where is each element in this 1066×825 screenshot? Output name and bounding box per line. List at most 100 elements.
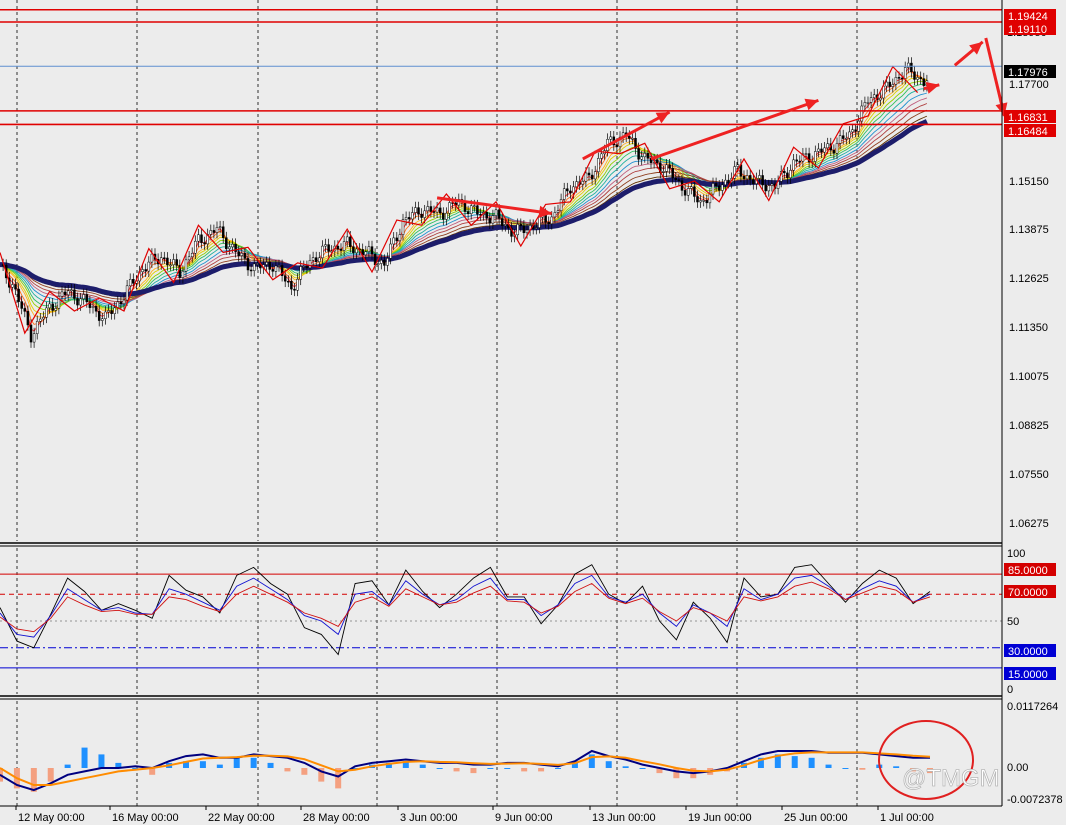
candle-body	[414, 207, 417, 213]
candle-body	[593, 171, 597, 180]
candle-body	[39, 318, 42, 322]
candle-body	[826, 143, 829, 149]
current-price-tag: 1.17976	[1008, 67, 1048, 79]
highlight-circle	[878, 720, 974, 800]
price-tag-1.16831: 1.16831	[1008, 112, 1048, 124]
candle-body	[119, 301, 123, 305]
candle-body	[919, 77, 922, 79]
candle-body	[801, 153, 805, 162]
candle-body	[401, 219, 405, 235]
candle-body	[885, 81, 888, 87]
candle-body	[494, 209, 498, 216]
candle-body	[677, 179, 681, 181]
candle-body	[674, 177, 678, 180]
candle-body	[550, 216, 554, 225]
slow-ma-line	[0, 119, 928, 298]
candle-body	[209, 230, 213, 235]
macd-bar-19	[318, 768, 325, 782]
macd-bar-15	[250, 757, 257, 768]
macd-bar-54	[910, 768, 917, 772]
candle-body	[169, 264, 172, 267]
candle-body	[299, 266, 302, 280]
macd-bar-25	[419, 764, 426, 768]
candle-body	[265, 262, 268, 265]
macd-bar-53	[893, 766, 900, 768]
candle-body	[814, 151, 817, 162]
price-tag-1.19110-bg	[1004, 22, 1056, 35]
level-tag-15: 15.0000	[1008, 669, 1048, 681]
candle-body	[237, 251, 240, 256]
candle-body	[708, 193, 712, 204]
osc-line-2	[0, 581, 931, 633]
date-label-3: 28 May 00:00	[303, 812, 370, 824]
candle-body	[212, 230, 216, 233]
level-tag-15-bg	[1004, 667, 1056, 680]
osc-tick-50: 50	[1007, 616, 1019, 628]
candle-body	[497, 209, 501, 219]
candle-body	[863, 102, 867, 107]
candle-body	[916, 77, 919, 80]
candle-body	[107, 310, 110, 313]
macd-bar-13	[216, 764, 223, 768]
date-label-8: 25 Jun 00:00	[784, 812, 848, 824]
macd-lines	[0, 749, 931, 792]
macd-line-1	[0, 751, 931, 786]
candle-body	[147, 261, 151, 272]
candle-body	[835, 143, 839, 154]
candle-body	[891, 84, 895, 87]
date-label-7: 19 Jun 00:00	[688, 812, 752, 824]
date-label-0: 12 May 00:00	[18, 812, 85, 824]
candle-body	[894, 77, 898, 85]
candle-body	[553, 212, 557, 218]
candle-body	[690, 186, 693, 189]
macd-bar-39	[656, 768, 663, 774]
price-tick-1.17700: 1.17700	[1009, 79, 1049, 91]
candle-body	[150, 253, 154, 263]
macd-bar-50	[842, 768, 849, 769]
current-price-tag-bg	[1004, 65, 1056, 78]
price-tag-1.19424-bg	[1004, 9, 1056, 22]
candle-body	[141, 269, 144, 273]
candle-body	[764, 184, 767, 192]
candle-body	[823, 147, 826, 153]
date-label-9: 1 Jul 00:00	[880, 812, 934, 824]
candle-body	[473, 205, 476, 207]
macd-bar-3	[47, 768, 54, 782]
level-tag-70-bg	[1004, 585, 1056, 598]
candle-body	[807, 153, 811, 163]
candle-body	[566, 188, 569, 192]
level-tag-85: 85.0000	[1008, 565, 1048, 577]
macd-bar-24	[402, 761, 409, 768]
candle-body	[234, 243, 237, 252]
price-tick-1.08825: 1.08825	[1009, 420, 1049, 432]
candle-body	[29, 324, 33, 343]
candle-body	[94, 306, 98, 312]
macd-bar-49	[825, 764, 832, 768]
macd-bar-33	[555, 768, 561, 769]
candle-body	[283, 275, 287, 282]
price-tag-1.19110: 1.19110	[1008, 24, 1047, 36]
vertical-grid	[16, 0, 858, 541]
candle-body	[556, 210, 560, 213]
candle-body	[386, 258, 389, 266]
candle-body	[256, 263, 259, 265]
candle-body	[163, 257, 166, 259]
candle-body	[841, 135, 845, 139]
candle-body	[587, 172, 591, 176]
stochastic-lines	[0, 564, 931, 656]
candle-body	[54, 308, 58, 311]
candle-body	[832, 149, 836, 154]
candle-body	[668, 164, 671, 169]
candle-body	[57, 296, 61, 309]
candle-body	[417, 207, 420, 215]
candle-body	[122, 299, 126, 305]
candle-body	[305, 266, 309, 269]
candle-body	[665, 164, 668, 172]
macd-bar-27	[453, 768, 460, 772]
candle-body	[488, 218, 492, 224]
candle-body	[581, 181, 585, 185]
candle-body	[798, 160, 802, 163]
candle-body	[432, 211, 436, 213]
candle-body	[411, 212, 414, 220]
candle-body	[11, 284, 14, 288]
